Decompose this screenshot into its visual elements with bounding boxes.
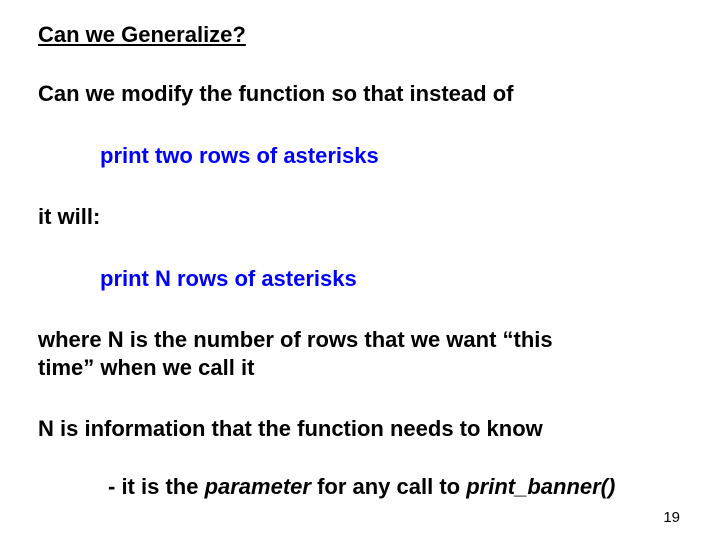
text-line-parameter: - it is the parameter for any call to pr…: [108, 473, 682, 501]
text-fragment-fn: print_banner(): [466, 474, 615, 499]
text-line-where-n-a: where N is the number of rows that we wa…: [38, 326, 682, 354]
text-line-where-n-b: time” when we call it: [38, 354, 682, 382]
slide: Can we Generalize? Can we modify the fun…: [0, 0, 720, 540]
text-line-old-behavior: print two rows of asterisks: [100, 142, 682, 170]
text-line-itwill: it will:: [38, 203, 682, 231]
text-fragment-mid: for any call to: [311, 474, 466, 499]
text-line-intro: Can we modify the function so that inste…: [38, 80, 682, 108]
text-fragment-pre: - it is the: [108, 474, 205, 499]
text-fragment-parameter: parameter: [205, 474, 311, 499]
slide-title: Can we Generalize?: [38, 22, 682, 48]
text-line-new-behavior: print N rows of asterisks: [100, 265, 682, 293]
page-number: 19: [663, 509, 680, 526]
text-line-n-info: N is information that the function needs…: [38, 415, 682, 443]
